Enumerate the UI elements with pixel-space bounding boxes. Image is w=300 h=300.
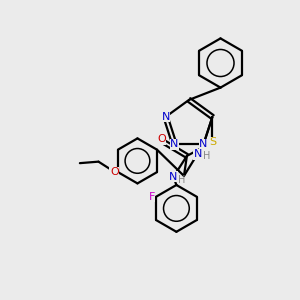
Text: N: N [199,140,208,149]
Text: N: N [194,149,202,159]
Text: N: N [161,112,170,122]
Text: H: H [178,176,185,185]
Text: N: N [170,140,179,149]
Text: O: O [110,167,119,177]
Text: S: S [209,137,216,147]
Text: N: N [169,172,178,182]
Text: F: F [148,192,155,202]
Text: H: H [203,151,210,161]
Text: O: O [157,134,166,144]
